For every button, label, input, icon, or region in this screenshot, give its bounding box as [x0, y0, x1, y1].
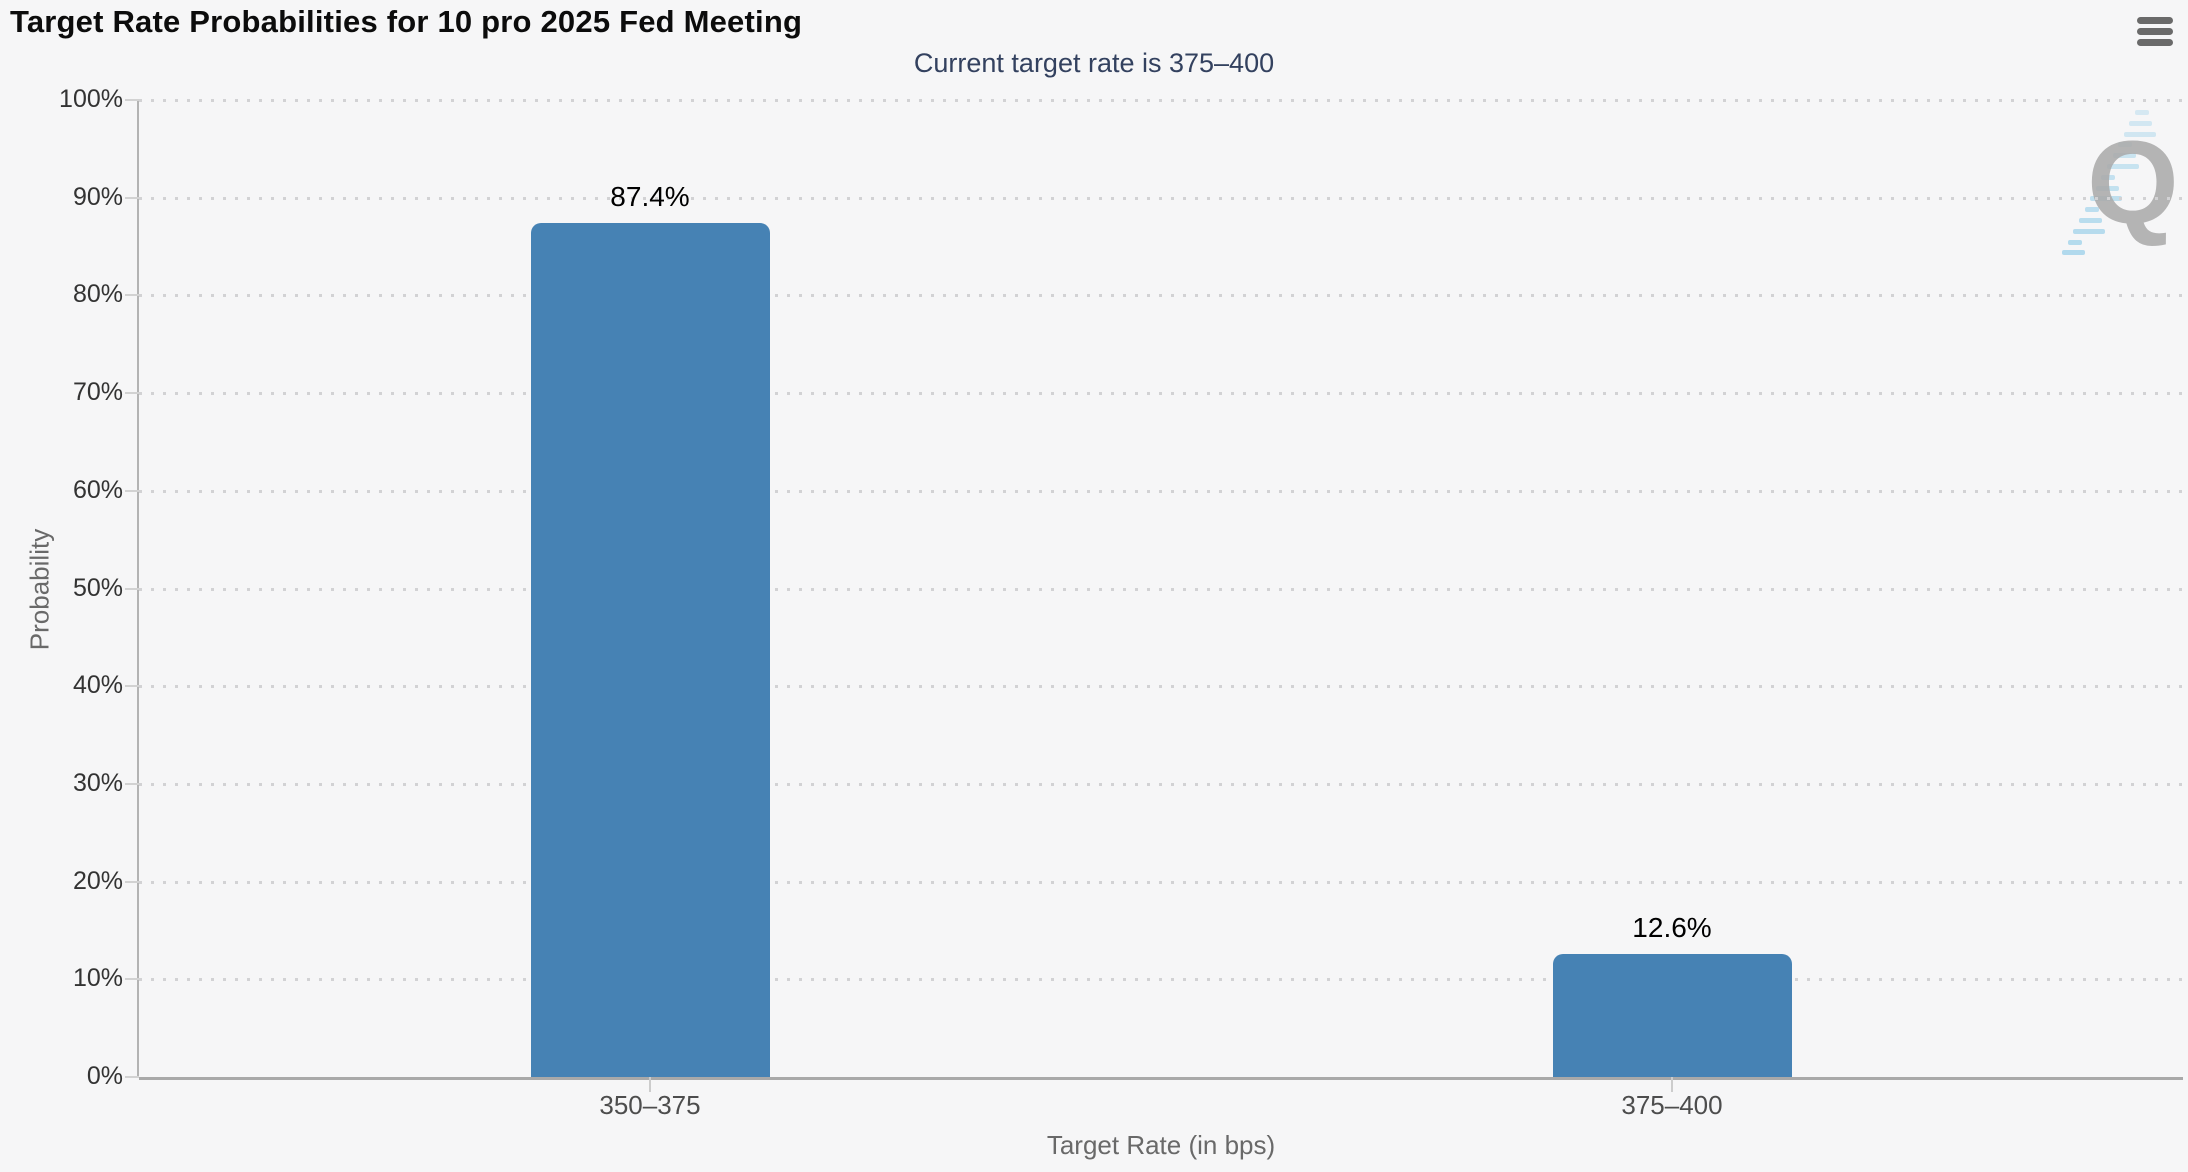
probability-bar[interactable] — [530, 223, 770, 1077]
chart-title: Target Rate Probabilities for 10 pro 202… — [10, 4, 803, 39]
y-gridline — [139, 392, 2183, 396]
y-gridline — [139, 880, 2183, 884]
watermark-stripe — [2135, 110, 2149, 115]
watermark-stripe — [2112, 153, 2136, 159]
bar-value-label: 87.4% — [610, 181, 690, 213]
y-axis-tick — [125, 294, 139, 297]
y-axis-tick — [125, 99, 139, 101]
x-axis-line — [139, 1077, 2183, 1080]
x-axis-tick — [1671, 1077, 1673, 1092]
bar-value-label: 12.6% — [1632, 911, 1712, 943]
y-axis-tick — [125, 392, 139, 395]
watermark-stripe — [2107, 164, 2139, 169]
x-axis-tick — [649, 1077, 651, 1092]
y-axis-tick — [125, 880, 139, 883]
y-gridline — [139, 489, 2183, 493]
y-axis-tick-label: 40% — [72, 671, 123, 700]
y-axis-tick-label: 90% — [72, 182, 123, 211]
y-axis-tick-label: 60% — [72, 475, 123, 504]
watermark-stripe — [2095, 185, 2119, 191]
watermark-stripe — [2123, 131, 2156, 137]
watermark-stripe — [2079, 218, 2102, 223]
y-axis-tick-label: 50% — [72, 573, 123, 602]
y-axis-tick-label: 10% — [72, 964, 123, 993]
y-gridline — [139, 587, 2183, 591]
y-axis-tick — [125, 978, 139, 981]
q-logo-watermark: Q — [2035, 82, 2188, 282]
y-axis-tick — [125, 782, 139, 785]
y-gridline — [139, 294, 2183, 298]
chart-subtitle: Current target rate is 375–400 — [913, 48, 1275, 78]
x-axis-title: Target Rate (in bps) — [1046, 1130, 1276, 1160]
y-gridline — [139, 196, 2183, 200]
y-axis-tick-label: 0% — [86, 1062, 123, 1090]
x-axis-category-label: 350–375 — [599, 1090, 701, 1120]
watermark-stripe — [2118, 142, 2133, 148]
watermark-stripe — [2129, 120, 2153, 126]
y-gridline — [139, 978, 2183, 982]
y-axis-tick — [125, 685, 139, 688]
y-axis-tick-label: 70% — [72, 378, 123, 407]
y-axis-tick-label: 20% — [72, 866, 123, 895]
x-axis-category-label: 375–400 — [1621, 1090, 1723, 1120]
watermark-stripe — [2062, 250, 2086, 256]
y-axis-tick-label: 30% — [72, 768, 123, 797]
y-axis-tick-label: 100% — [59, 85, 123, 113]
y-gridline — [139, 99, 2183, 102]
y-gridline — [139, 782, 2183, 786]
y-gridline — [139, 685, 2183, 689]
watermark-stripe — [2101, 174, 2116, 180]
watermark-stripe — [2073, 228, 2106, 234]
y-axis-tick — [125, 196, 139, 199]
watermark-letter: Q — [2087, 117, 2179, 249]
watermark-stripe — [2090, 196, 2123, 202]
watermark-stripe — [2084, 207, 2099, 213]
watermark-stripe — [2067, 239, 2082, 245]
probability-bar[interactable] — [1552, 953, 1792, 1077]
hamburger-menu-icon — [2137, 16, 2173, 46]
y-axis-tick — [125, 1076, 139, 1078]
y-axis-tick-label: 80% — [72, 280, 123, 309]
y-axis-tick — [125, 587, 139, 590]
y-axis-tick — [125, 489, 139, 492]
export-context-menu-button[interactable] — [2128, 8, 2182, 54]
